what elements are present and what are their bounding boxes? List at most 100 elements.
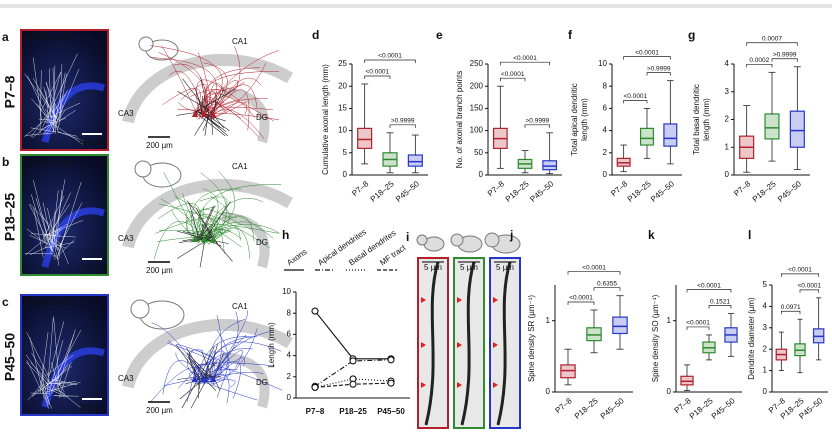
axon-trace	[198, 214, 270, 249]
neuron-signal	[43, 220, 84, 237]
x-tick-label: P18–25	[504, 179, 531, 204]
y-tick-label: 0	[546, 387, 551, 396]
comparison-bracket	[389, 124, 416, 128]
y-axis-label: Spine density SO (µm⁻¹)	[651, 294, 660, 382]
x-tick-label: P7–8	[732, 179, 753, 198]
axon-trace	[209, 62, 267, 120]
neuron-signal	[24, 73, 56, 118]
axon-trace	[196, 184, 282, 242]
comparison-bracket	[771, 58, 798, 62]
x-tick-label: P18–25	[626, 179, 653, 204]
neuron-signal	[44, 395, 49, 409]
series-line	[314, 378, 392, 388]
axon-trace	[204, 215, 255, 242]
comparison-bracket	[780, 273, 820, 277]
dendrite-trace	[201, 95, 203, 113]
panel-label: a	[2, 30, 9, 44]
neuron-signal	[26, 332, 50, 378]
scale-label: 200 µm	[79, 263, 106, 272]
axon-trace	[205, 216, 237, 242]
axon-trace	[162, 360, 208, 395]
dendrite-trace	[186, 352, 211, 378]
y-tick-label: 15	[338, 104, 347, 113]
y-tick-label: 2	[725, 115, 730, 124]
p-value: <0.0001	[501, 71, 525, 78]
y-tick-label: 0	[603, 170, 608, 179]
box	[639, 127, 655, 146]
neuron-signal	[45, 90, 49, 118]
p-value: <0.0001	[365, 69, 389, 76]
neuron-signal	[51, 228, 62, 241]
box	[663, 123, 678, 147]
y-tick-label: 0	[479, 170, 484, 179]
dendrite-trace	[212, 89, 225, 113]
age-label: P7–8	[2, 75, 18, 108]
point	[387, 356, 395, 364]
dendrite-trace	[189, 203, 199, 238]
p-value: <0.0001	[788, 267, 812, 274]
neuron-signal	[46, 72, 62, 124]
axon-trace	[210, 357, 245, 384]
neuron-signal	[54, 395, 67, 398]
panel-label: b	[2, 155, 9, 169]
x-tick-label: P45–50	[528, 179, 555, 204]
neuron-signal	[46, 365, 73, 385]
axon-trace	[150, 45, 223, 115]
dendrite-trace	[202, 111, 212, 131]
y-tick-label: 50	[474, 148, 483, 157]
stain-label: DAPI	[24, 298, 43, 307]
neuron-signal	[26, 228, 50, 247]
neuron-signal	[44, 108, 58, 125]
neuron-signal	[52, 67, 56, 134]
animal-icon	[484, 232, 500, 248]
x-tick-label: P7–8	[350, 179, 371, 198]
y-axis-label: length (mm)	[702, 98, 711, 141]
dg-outline	[221, 87, 270, 144]
y-tick-label: 5	[343, 148, 348, 157]
box	[407, 154, 423, 167]
dendrite-trace	[194, 111, 226, 137]
stain-label: Biocytin	[44, 298, 72, 307]
soma	[210, 235, 216, 242]
comparison-bracket	[499, 61, 551, 66]
neuron-signal	[51, 334, 75, 393]
y-tick-label: 5	[763, 280, 768, 289]
axon-trace	[178, 361, 216, 389]
hippocampus-outline	[122, 318, 294, 389]
x-tick-label: P45–50	[599, 396, 626, 421]
axon-trace	[186, 206, 217, 242]
comparison-bracket	[746, 63, 773, 68]
neuron-signal	[35, 197, 52, 251]
dendrite-image	[496, 261, 512, 426]
y-tick-label: 150	[470, 104, 484, 113]
p-value: >0.9999	[647, 65, 671, 72]
axon-trace	[159, 203, 223, 243]
neuron-signal	[47, 362, 73, 389]
dendrite-trace	[194, 111, 210, 136]
neuron-signal	[43, 87, 52, 119]
neuron-signal	[33, 207, 44, 258]
comparison-bracket	[746, 42, 798, 46]
region-label: CA1	[232, 37, 248, 46]
neuron-signal	[31, 98, 59, 131]
panel-label: d	[312, 28, 319, 42]
x-tick-label: P7–8	[306, 407, 325, 416]
axon-trace	[173, 63, 210, 120]
box	[789, 110, 805, 148]
point	[349, 357, 357, 365]
dendrite-trace	[186, 200, 215, 238]
scale-label: 200 µm	[146, 406, 173, 415]
neuron-signal	[48, 234, 60, 252]
neuron-signal	[28, 203, 56, 257]
neuron-signal	[41, 71, 62, 111]
axon-trace	[212, 359, 230, 398]
axon-trace	[194, 223, 280, 240]
axon-trace	[178, 102, 206, 114]
y-tick-label: 1	[763, 366, 768, 375]
y-tick-label: 10	[282, 287, 291, 296]
neuron-signal	[52, 329, 82, 383]
y-axis-label: Dendrite diameter (µm)	[747, 297, 756, 380]
y-tick-label: 3	[763, 323, 768, 332]
x-tick-label: P18–25	[751, 179, 778, 204]
neuron-signal	[51, 388, 66, 394]
